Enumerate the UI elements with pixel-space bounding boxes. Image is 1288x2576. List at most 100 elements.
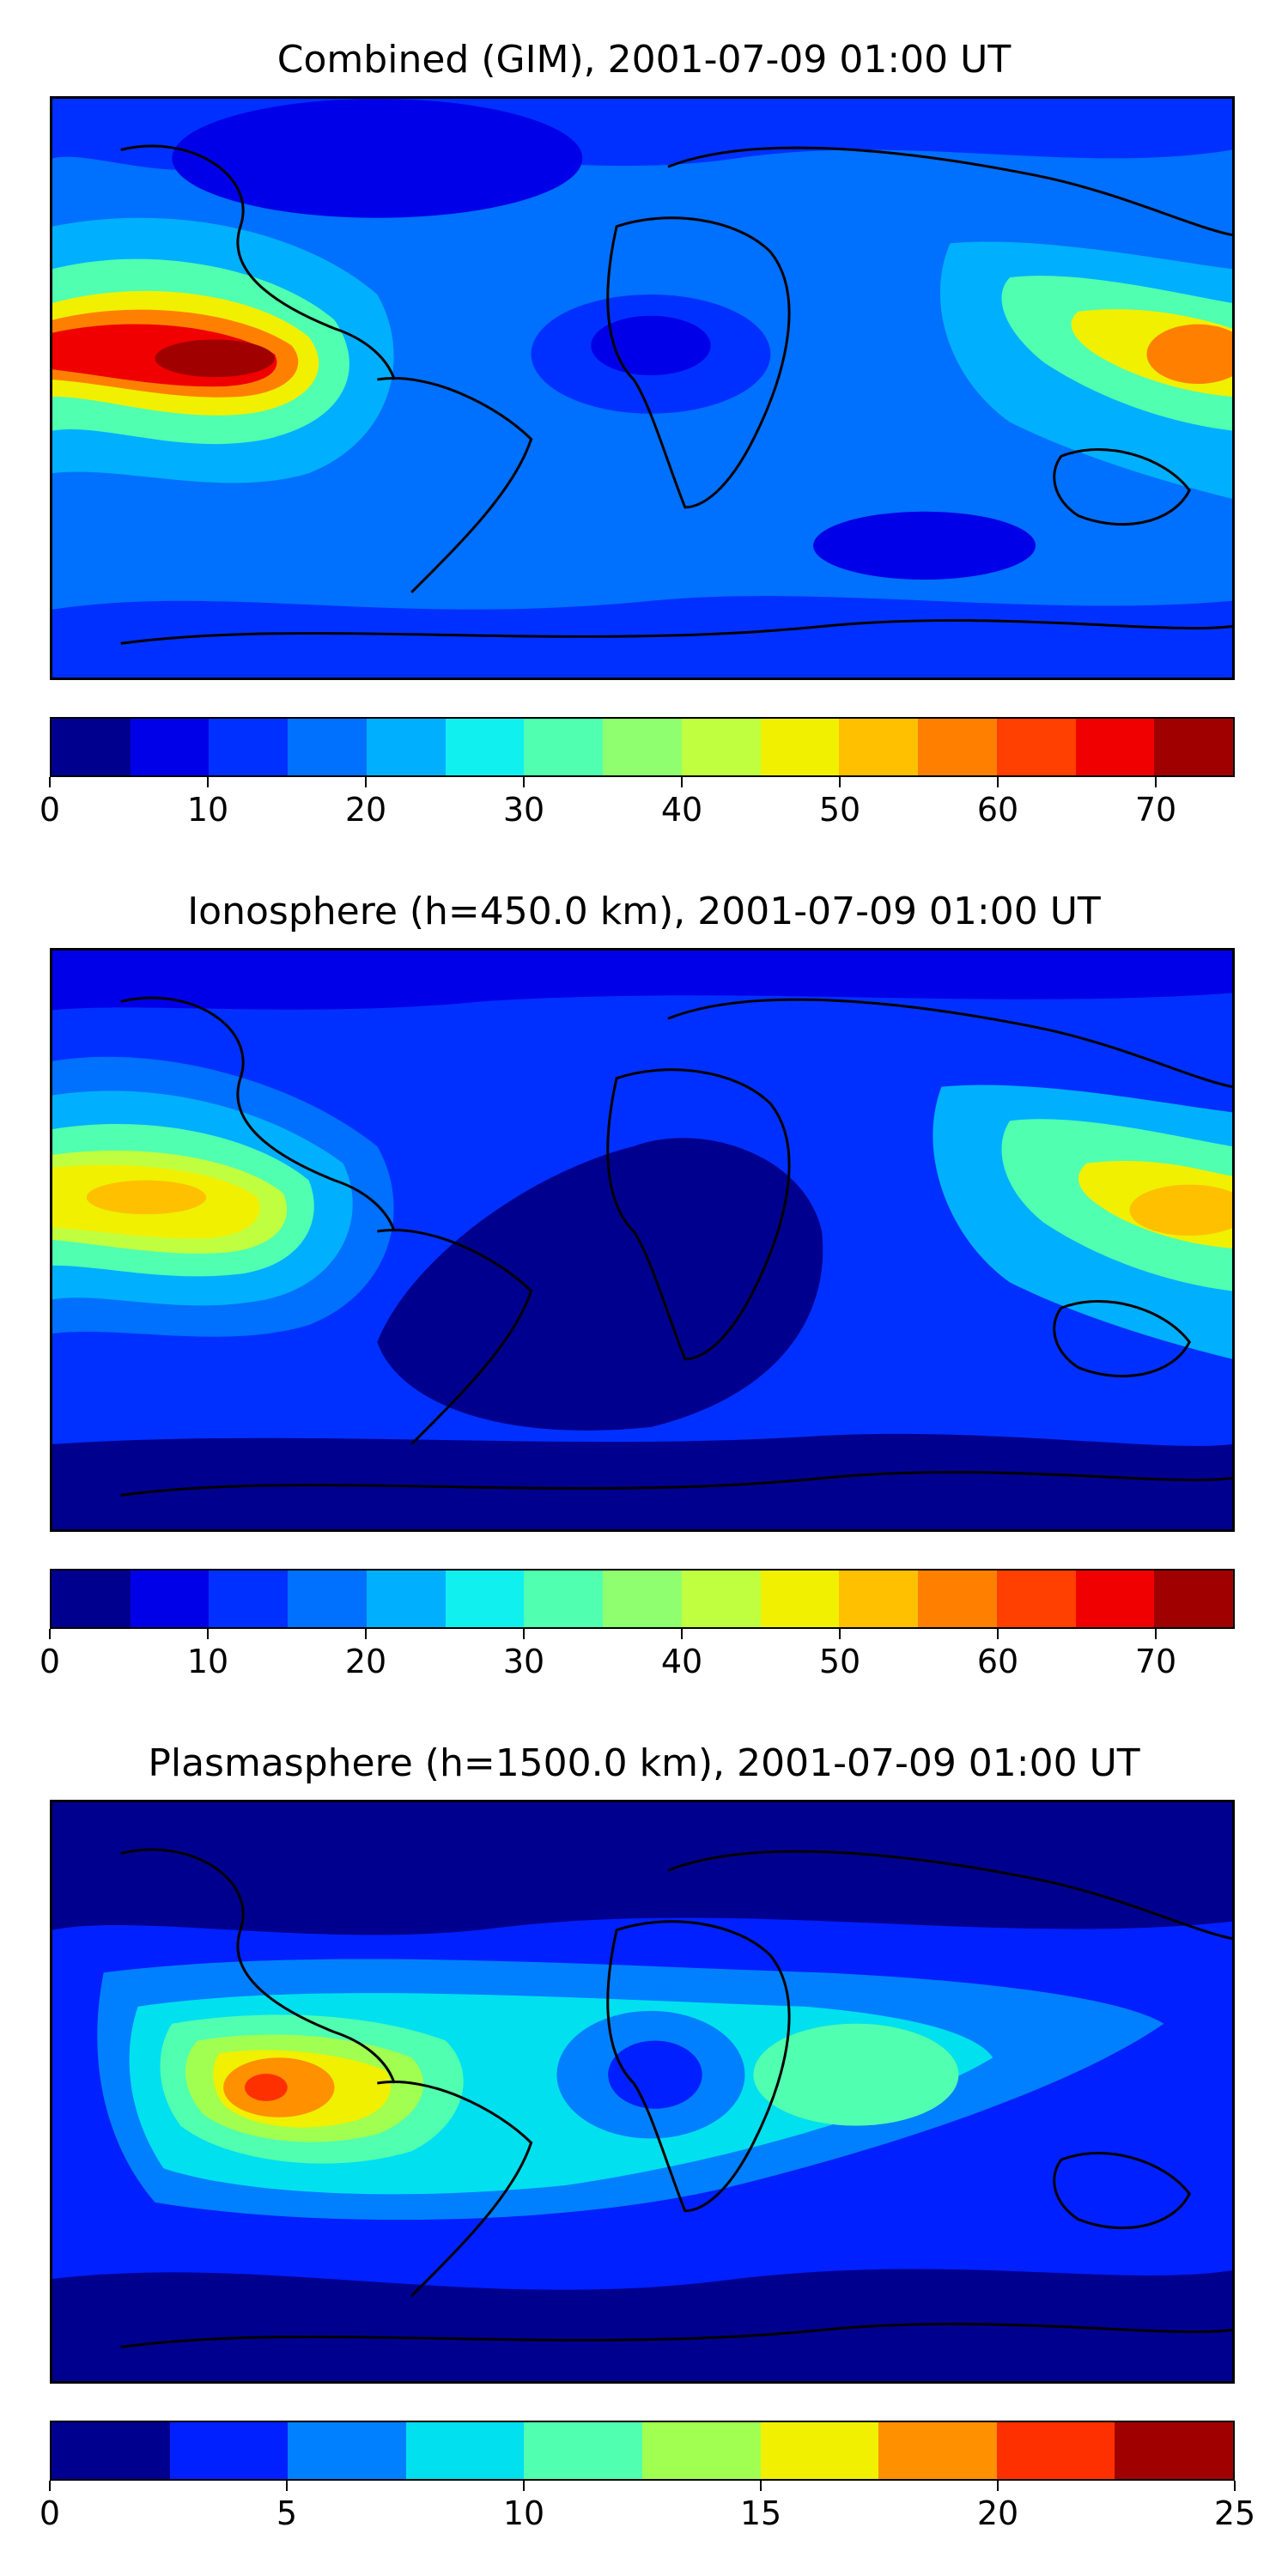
map-plot: [50, 948, 1235, 1532]
colorbar-tick-mark: [1234, 2481, 1236, 2491]
colorbar-tick-mark: [1155, 1629, 1157, 1639]
colorbar-segment: [996, 1571, 1076, 1627]
africa-low: [608, 2040, 702, 2109]
colorbar-segment: [996, 719, 1076, 775]
colorbar-segment: [996, 2422, 1115, 2479]
colorbar-segment: [918, 719, 997, 775]
pacific-peak: [155, 339, 275, 378]
colorbar-tick-label: 50: [818, 1643, 861, 1680]
colorbar-tick-label: 70: [1134, 791, 1177, 829]
colorbar-segment: [445, 719, 525, 775]
map-field: [52, 1802, 1232, 2381]
colorbar-segment: [130, 719, 210, 775]
map-field: [52, 951, 1232, 1529]
colorbar-segment: [641, 2422, 761, 2479]
colorbar-tick-label: 10: [186, 1643, 229, 1680]
atlantic-low: [377, 1138, 823, 1431]
colorbar-tick-label: 70: [1134, 1643, 1177, 1680]
colorbar-segment: [366, 1571, 446, 1627]
colorbar-segment: [681, 1571, 761, 1627]
colorbar-tick-mark: [997, 2481, 999, 2491]
colorbar-tick-label: 40: [660, 1643, 703, 1680]
south-indian-low: [813, 511, 1036, 580]
colorbar-segment: [603, 719, 682, 775]
panel-title: Plasmasphere (h=1500.0 km), 2001-07-09 0…: [148, 1741, 1140, 1785]
colorbar-segment: [1154, 719, 1234, 775]
colorbar-tick-label: 0: [39, 791, 61, 829]
colorbar-segment: [681, 719, 761, 775]
south-low-band: [52, 2269, 1232, 2381]
south-low-band: [52, 1433, 1232, 1529]
colorbar-segment: [52, 719, 131, 775]
colorbar-segment: [524, 2422, 642, 2479]
colorbar-segment: [209, 719, 289, 775]
panel-title: Combined (GIM), 2001-07-09 01:00 UT: [276, 38, 1012, 82]
colorbar-segment: [288, 719, 367, 775]
colorbar-segment: [760, 2422, 879, 2479]
asia-peak: [1146, 324, 1232, 385]
colorbar-segment: [839, 719, 919, 775]
colorbar-tick-mark: [839, 777, 841, 787]
colorbar-segment: [445, 1571, 525, 1627]
colorbar-tick-label: 10: [502, 2494, 545, 2532]
colorbar-tick-label: 50: [818, 791, 861, 829]
colorbar-tick-mark: [523, 1629, 525, 1639]
colorbar-tick-mark: [49, 2481, 51, 2491]
colorbar-tick-label: 20: [976, 2494, 1019, 2532]
colorbar-segment: [130, 1571, 210, 1627]
colorbar-tick-mark: [49, 777, 51, 787]
colorbar-tick-mark: [997, 777, 999, 787]
map-plot: [50, 1800, 1235, 2384]
colorbar-segment: [878, 2422, 997, 2479]
panel-title: Ionosphere (h=450.0 km), 2001-07-09 01:0…: [187, 890, 1101, 933]
colorbar: [50, 1569, 1235, 1629]
colorbar-tick-mark: [49, 1629, 51, 1639]
colorbar-tick-mark: [997, 1629, 999, 1639]
colorbar-tick-mark: [207, 1629, 209, 1639]
colorbar: [50, 717, 1235, 777]
colorbar-tick-mark: [1155, 777, 1157, 787]
colorbar-segment: [1115, 2422, 1233, 2479]
coastlines: [120, 1848, 1232, 2348]
east-africa-high: [753, 2023, 959, 2126]
colorbar-tick-mark: [760, 2481, 762, 2491]
colorbar-tick-label: 30: [502, 1643, 545, 1680]
colorbar-tick-label: 20: [344, 791, 387, 829]
colorbar-tick-label: 25: [1213, 2494, 1256, 2532]
colorbar-segment: [52, 1571, 131, 1627]
map-field: [52, 99, 1232, 677]
colorbar-ticks: 0 10 20 30 40 50 60 70: [39, 777, 1235, 829]
colorbar-segment: [524, 719, 604, 775]
greenland-low: [172, 99, 583, 218]
colorbar-segment: [603, 1571, 682, 1627]
colorbar-tick-mark: [523, 777, 525, 787]
colorbar-tick-label: 30: [502, 791, 545, 829]
colorbar-tick-label: 60: [976, 791, 1019, 829]
colorbar-tick-label: 60: [976, 1643, 1019, 1680]
pacific-peak: [86, 1180, 207, 1215]
colorbar-segment: [1075, 719, 1155, 775]
colorbar-segment: [52, 2422, 170, 2479]
colorbar-tick-mark: [207, 777, 209, 787]
colorbar-tick-label: 0: [39, 2494, 61, 2532]
colorbar-tick-mark: [681, 777, 683, 787]
colorbar-segment: [366, 719, 446, 775]
colorbar-tick-label: 15: [739, 2494, 782, 2532]
colorbar-tick-label: 10: [186, 791, 229, 829]
colorbar-segment: [918, 1571, 997, 1627]
colorbar-segment: [1154, 1571, 1234, 1627]
colorbar-segment: [839, 1571, 919, 1627]
colorbar-segment: [1075, 1571, 1155, 1627]
colorbar-tick-label: 20: [344, 1643, 387, 1680]
map-plot: [50, 96, 1235, 680]
colorbar-segment: [760, 719, 840, 775]
coastlines: [120, 996, 1232, 1497]
colorbar-tick-mark: [286, 2481, 288, 2491]
colorbar-tick-label: 0: [39, 1643, 61, 1680]
colorbar-segment: [524, 1571, 604, 1627]
colorbar-ticks: 0 10 20 30 40 50 60 70: [39, 1629, 1235, 1680]
colorbar-tick-mark: [365, 1629, 367, 1639]
colorbar-segment: [209, 1571, 289, 1627]
asia-peak: [1129, 1184, 1232, 1236]
colorbar-tick-label: 40: [660, 791, 703, 829]
